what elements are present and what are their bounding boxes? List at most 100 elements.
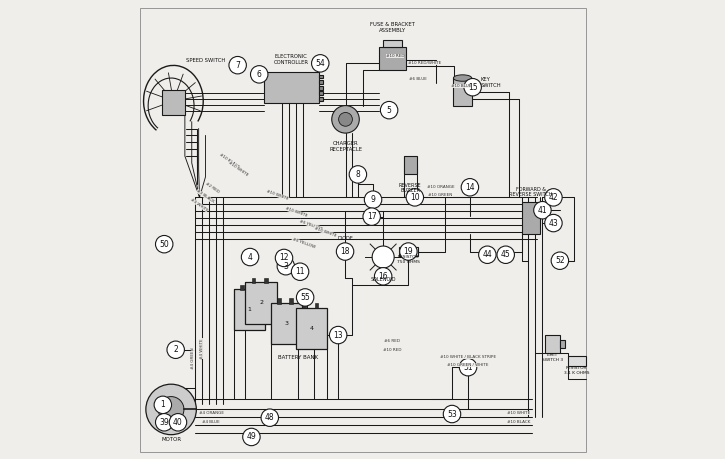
Bar (319, 80, 323, 84)
Bar (252, 278, 255, 283)
Text: 3: 3 (284, 321, 289, 326)
Circle shape (297, 289, 314, 306)
Text: #10 ORANGE: #10 ORANGE (427, 185, 455, 189)
Bar (240, 285, 244, 290)
Text: 40: 40 (173, 418, 183, 427)
Bar (319, 91, 323, 95)
Circle shape (551, 252, 568, 269)
Text: 49: 49 (247, 432, 257, 442)
Bar (277, 298, 281, 304)
Circle shape (460, 358, 477, 376)
Text: #4 ORANGE: #4 ORANGE (199, 411, 223, 415)
Text: #10 WHITE: #10 WHITE (507, 411, 530, 415)
Text: 9: 9 (370, 195, 376, 204)
Bar (253, 285, 257, 290)
Circle shape (241, 248, 259, 266)
Circle shape (339, 112, 352, 126)
Text: #10 GREEN: #10 GREEN (428, 193, 452, 197)
Text: 11: 11 (295, 267, 304, 276)
Circle shape (155, 235, 173, 253)
Circle shape (406, 189, 423, 206)
Polygon shape (339, 247, 351, 256)
Text: KEY
SWITCH: KEY SWITCH (481, 77, 502, 88)
Text: 52: 52 (555, 256, 565, 265)
Bar (319, 97, 323, 101)
Bar (404, 156, 417, 174)
Circle shape (443, 405, 460, 423)
Text: 48: 48 (265, 413, 275, 422)
Text: 12: 12 (279, 253, 289, 263)
Circle shape (332, 106, 360, 133)
Text: 13: 13 (334, 330, 343, 340)
Text: #10 WHITE / BLACK STRIPE: #10 WHITE / BLACK STRIPE (440, 355, 496, 359)
Circle shape (544, 214, 562, 232)
Text: FUSE & BRACKET
ASSEMBLY: FUSE & BRACKET ASSEMBLY (370, 22, 415, 33)
Circle shape (154, 396, 172, 414)
Circle shape (277, 257, 294, 275)
Text: #10 WHITE: #10 WHITE (266, 189, 289, 201)
Bar (162, 90, 185, 115)
Circle shape (399, 243, 417, 260)
Bar (545, 335, 560, 353)
Text: #2 RED: #2 RED (204, 182, 220, 195)
Text: #10 RED: #10 RED (383, 348, 402, 352)
Text: #10 GREEN / WHITE: #10 GREEN / WHITE (447, 363, 489, 367)
Bar (383, 40, 402, 47)
Text: 45: 45 (501, 250, 510, 259)
Circle shape (229, 56, 246, 74)
Circle shape (158, 397, 184, 422)
Circle shape (534, 202, 551, 219)
Text: 7: 7 (235, 61, 240, 70)
Text: #4 WHITE: #4 WHITE (200, 339, 204, 359)
Text: 10: 10 (410, 193, 420, 202)
Circle shape (169, 414, 187, 431)
Text: REVERSE
BUZZER: REVERSE BUZZER (399, 183, 421, 194)
Text: #10 RED: #10 RED (386, 54, 405, 58)
Text: 19: 19 (404, 247, 413, 256)
Text: 5: 5 (386, 106, 392, 115)
Text: #10 WHITE: #10 WHITE (313, 226, 336, 238)
Bar (522, 202, 539, 234)
Circle shape (461, 179, 479, 196)
Text: 44: 44 (482, 250, 492, 259)
Circle shape (381, 101, 398, 119)
Bar (319, 75, 323, 78)
Circle shape (167, 341, 184, 358)
Circle shape (146, 384, 196, 435)
Text: 6: 6 (257, 70, 262, 79)
Circle shape (372, 246, 394, 268)
Text: 41: 41 (538, 206, 547, 215)
Text: SPEED SWITCH: SPEED SWITCH (186, 58, 225, 63)
Text: 4: 4 (310, 326, 313, 330)
Circle shape (291, 263, 309, 280)
Text: 1: 1 (160, 400, 165, 409)
Circle shape (251, 66, 268, 83)
Bar (453, 78, 472, 106)
Text: 14: 14 (465, 183, 475, 192)
Text: FORWARD &
REVERSE SWITCH: FORWARD & REVERSE SWITCH (509, 186, 552, 197)
Circle shape (544, 189, 562, 206)
Ellipse shape (453, 75, 472, 81)
Circle shape (478, 246, 496, 263)
Text: #10 BLACK: #10 BLACK (507, 420, 530, 424)
Text: #10 BLUE: #10 BLUE (451, 84, 471, 88)
Bar (378, 47, 406, 70)
Circle shape (464, 78, 481, 96)
Bar (315, 303, 318, 308)
Circle shape (312, 55, 329, 72)
Bar (302, 303, 306, 308)
Text: 17: 17 (367, 212, 376, 221)
Circle shape (497, 246, 515, 263)
Text: 16: 16 (378, 272, 388, 281)
Text: #10 BLACK: #10 BLACK (219, 152, 240, 169)
Circle shape (349, 166, 367, 183)
Circle shape (365, 191, 382, 208)
Text: SOLENOID: SOLENOID (370, 277, 396, 282)
Text: #6 BLUE: #6 BLUE (409, 77, 426, 81)
Bar (270, 303, 302, 344)
Text: 2: 2 (173, 345, 178, 354)
Circle shape (336, 243, 354, 260)
Text: #3 BLACK: #3 BLACK (196, 189, 215, 204)
Text: 50: 50 (160, 240, 169, 249)
Text: MOTOR: MOTOR (161, 437, 181, 442)
